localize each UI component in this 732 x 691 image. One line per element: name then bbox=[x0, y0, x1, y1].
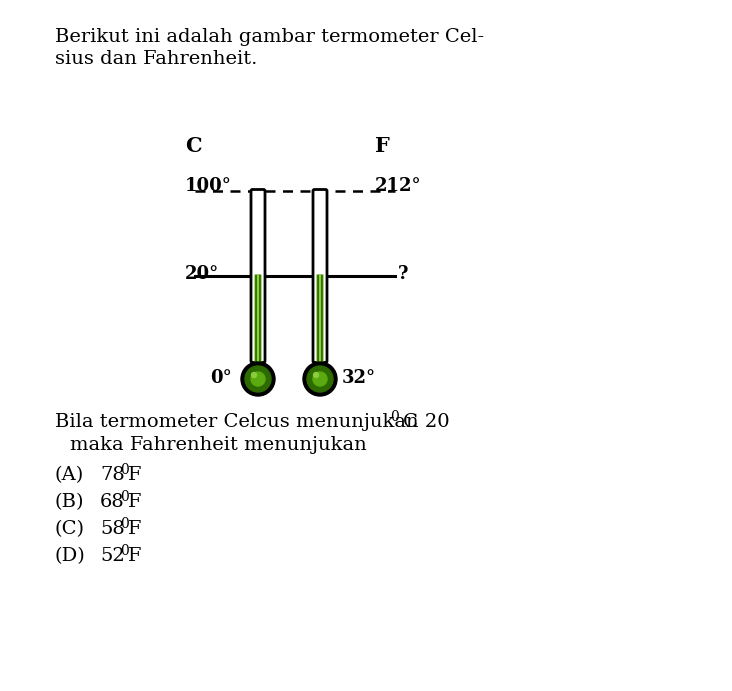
Text: (C): (C) bbox=[55, 520, 85, 538]
FancyBboxPatch shape bbox=[255, 274, 261, 363]
Text: 0: 0 bbox=[120, 463, 129, 477]
Text: (A): (A) bbox=[55, 466, 84, 484]
Text: 100°: 100° bbox=[185, 177, 232, 195]
FancyBboxPatch shape bbox=[251, 189, 265, 363]
Text: C: C bbox=[185, 136, 201, 156]
Text: F: F bbox=[128, 520, 141, 538]
Text: F: F bbox=[128, 547, 141, 565]
FancyBboxPatch shape bbox=[317, 275, 320, 363]
Text: 58: 58 bbox=[100, 520, 124, 538]
Text: 32°: 32° bbox=[342, 369, 376, 387]
Text: Bila termometer Celcus menunjukan 20: Bila termometer Celcus menunjukan 20 bbox=[55, 413, 449, 431]
Circle shape bbox=[307, 366, 333, 392]
Text: 20°: 20° bbox=[185, 265, 220, 283]
Text: 0: 0 bbox=[390, 410, 399, 424]
Text: 212°: 212° bbox=[375, 177, 422, 195]
FancyBboxPatch shape bbox=[257, 275, 259, 363]
Text: sius dan Fahrenheit.: sius dan Fahrenheit. bbox=[55, 50, 258, 68]
Text: F: F bbox=[128, 466, 141, 484]
Circle shape bbox=[251, 372, 265, 386]
Circle shape bbox=[245, 366, 271, 392]
Text: C: C bbox=[403, 413, 418, 431]
Text: 0: 0 bbox=[120, 544, 129, 558]
FancyBboxPatch shape bbox=[321, 275, 323, 363]
Text: 78: 78 bbox=[100, 466, 124, 484]
Text: 0: 0 bbox=[120, 490, 129, 504]
Text: 68: 68 bbox=[100, 493, 124, 511]
Text: ?: ? bbox=[398, 265, 408, 283]
FancyBboxPatch shape bbox=[319, 275, 321, 363]
Text: F: F bbox=[375, 136, 389, 156]
Text: 52: 52 bbox=[100, 547, 124, 565]
Text: 0: 0 bbox=[120, 517, 129, 531]
Text: (D): (D) bbox=[55, 547, 86, 565]
FancyBboxPatch shape bbox=[316, 274, 324, 363]
Text: (B): (B) bbox=[55, 493, 84, 511]
Circle shape bbox=[313, 372, 327, 386]
FancyBboxPatch shape bbox=[255, 275, 258, 363]
Text: 0°: 0° bbox=[210, 369, 232, 387]
FancyBboxPatch shape bbox=[313, 189, 327, 363]
Text: F: F bbox=[128, 493, 141, 511]
Circle shape bbox=[241, 362, 275, 396]
Circle shape bbox=[313, 372, 318, 377]
Text: maka Fahrenheit menunjukan: maka Fahrenheit menunjukan bbox=[70, 436, 367, 454]
FancyBboxPatch shape bbox=[258, 275, 261, 363]
Circle shape bbox=[252, 372, 256, 377]
Text: Berikut ini adalah gambar termometer Cel-: Berikut ini adalah gambar termometer Cel… bbox=[55, 28, 484, 46]
Circle shape bbox=[303, 362, 337, 396]
